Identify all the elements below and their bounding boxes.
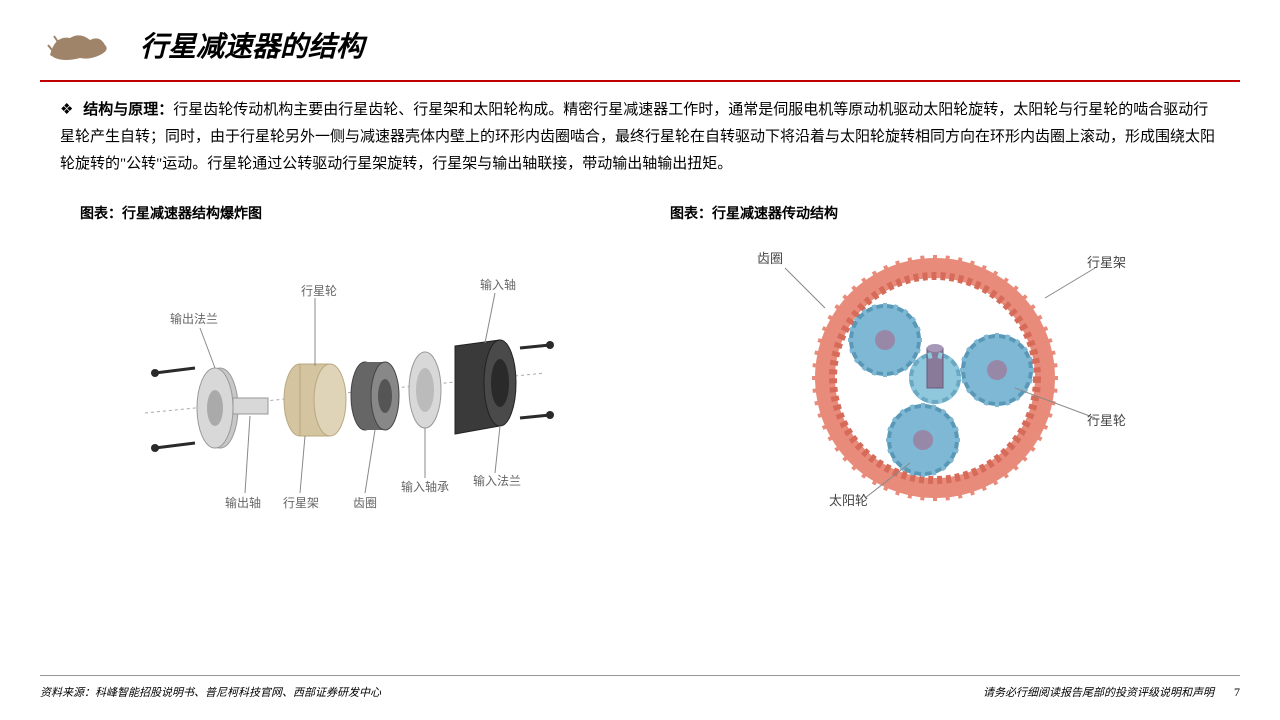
planetary-svg bbox=[735, 228, 1135, 528]
callout-output-shaft: 输出轴 bbox=[225, 494, 261, 511]
slide-footer: 资料来源：科峰智能招股说明书、普尼柯科技官网、西部证券研发中心 请务必行细阅读报… bbox=[0, 675, 1280, 700]
divider-line bbox=[40, 80, 1240, 82]
slide-title: 行星减速器的结构 bbox=[140, 25, 364, 65]
chart-right: 图表：行星减速器传动结构 bbox=[670, 203, 1200, 518]
footer-disclaimer: 请务必行细阅读报告尾部的投资评级说明和声明 bbox=[983, 684, 1214, 700]
chart1-area: 输出法兰 行星轮 输入轴 输出轴 行星架 齿圈 输入轴承 输入法兰 bbox=[80, 238, 610, 518]
slide-header: 行星减速器的结构 bbox=[0, 0, 1280, 80]
planetary-diagram: 齿圈 行星架 行星轮 太阳轮 bbox=[735, 228, 1135, 528]
callout-ring-gear: 齿圈 bbox=[353, 494, 377, 511]
content-area: ❖ 结构与原理：行星齿轮传动机构主要由行星齿轮、行星架和太阳轮构成。精密行星减速… bbox=[0, 97, 1280, 518]
paragraph-label: 结构与原理： bbox=[83, 102, 173, 118]
footer-divider bbox=[40, 675, 1240, 676]
callout-planet-carrier: 行星架 bbox=[283, 494, 319, 511]
callout-input-shaft: 输入轴 bbox=[480, 276, 516, 293]
callout-planet-wheel: 行星轮 bbox=[301, 282, 337, 299]
bullet-icon: ❖ bbox=[60, 102, 73, 118]
exploded-diagram: 输出法兰 行星轮 输入轴 输出轴 行星架 齿圈 输入轴承 输入法兰 bbox=[105, 238, 585, 518]
label-planet-carrier: 行星架 bbox=[1087, 252, 1126, 271]
body-paragraph: ❖ 结构与原理：行星齿轮传动机构主要由行星齿轮、行星架和太阳轮构成。精密行星减速… bbox=[60, 97, 1220, 178]
callout-input-flange: 输入法兰 bbox=[473, 472, 521, 489]
callout-output-flange: 输出法兰 bbox=[170, 310, 218, 327]
callout-input-bearing: 输入轴承 bbox=[401, 478, 449, 495]
label-ring-gear: 齿圈 bbox=[757, 248, 783, 267]
chart-left: 图表：行星减速器结构爆炸图 bbox=[80, 203, 610, 518]
label-sun-wheel: 太阳轮 bbox=[829, 490, 868, 509]
charts-container: 图表：行星减速器结构爆炸图 bbox=[60, 203, 1220, 518]
chart1-title: 图表：行星减速器结构爆炸图 bbox=[80, 203, 610, 223]
chart2-title: 图表：行星减速器传动结构 bbox=[670, 203, 1200, 223]
chart2-area: 齿圈 行星架 行星轮 太阳轮 bbox=[670, 238, 1200, 518]
footer-source: 资料来源：科峰智能招股说明书、普尼柯科技官网、西部证券研发中心 bbox=[40, 684, 381, 700]
page-number: 7 bbox=[1234, 685, 1240, 700]
label-planet-wheel: 行星轮 bbox=[1087, 410, 1126, 429]
paragraph-text: 行星齿轮传动机构主要由行星齿轮、行星架和太阳轮构成。精密行星减速器工作时，通常是… bbox=[60, 102, 1215, 172]
company-logo bbox=[40, 20, 120, 70]
